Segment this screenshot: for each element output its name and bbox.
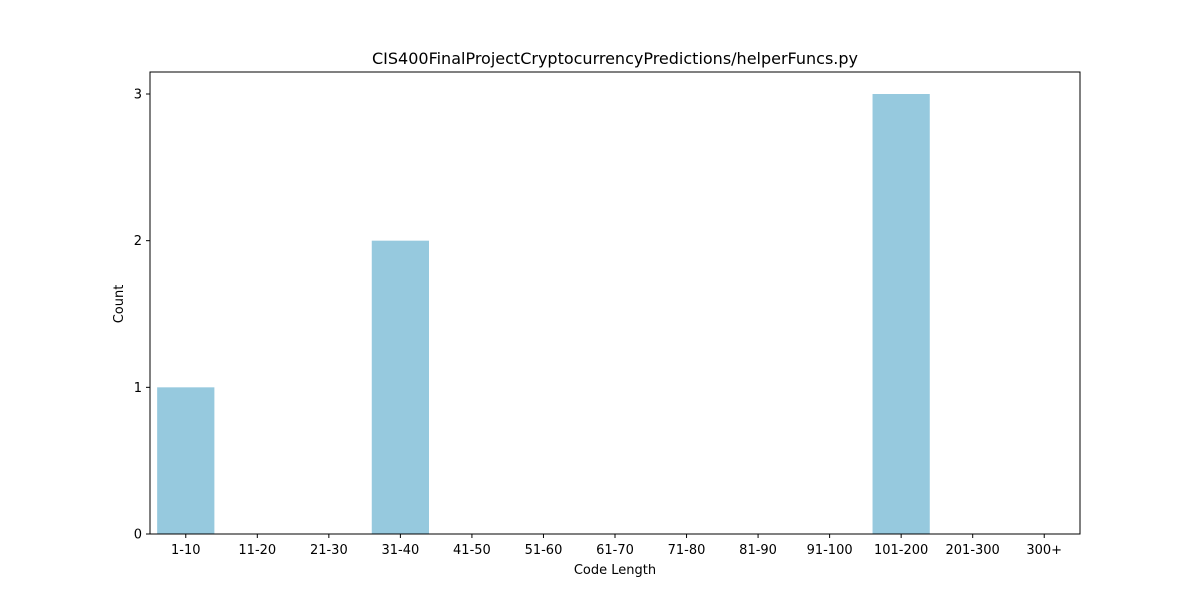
x-tick-label: 71-80 <box>668 543 706 558</box>
x-tick-label: 81-90 <box>739 543 777 558</box>
x-tick-label: 41-50 <box>453 543 491 558</box>
bars-group <box>157 94 930 534</box>
y-axis-ticks: 0 1 2 3 <box>134 88 150 543</box>
bar-1-10 <box>157 387 215 534</box>
bar-31-40 <box>371 240 429 534</box>
y-axis-label: Count <box>112 285 127 324</box>
x-axis-ticks: 1-10 11-20 21-30 31-40 41-50 51-60 61-70 71-80 8… <box>171 534 1062 558</box>
plot-frame <box>149 71 1081 535</box>
y-tick-label: 3 <box>134 88 142 103</box>
bar-101-200 <box>872 94 930 534</box>
x-tick-label: 300+ <box>1026 543 1062 558</box>
x-tick-label: 61-70 <box>596 543 634 558</box>
x-tick-label: 31-40 <box>381 543 419 558</box>
x-tick-label: 1-10 <box>171 543 201 558</box>
y-tick-label: 2 <box>134 234 142 249</box>
x-tick-label: 101-200 <box>874 543 928 558</box>
x-tick-label: 21-30 <box>310 543 348 558</box>
x-tick-label: 51-60 <box>525 543 563 558</box>
x-axis-label: Code Length <box>574 563 656 578</box>
x-tick-label: 11-20 <box>238 543 276 558</box>
x-tick-label: 201-300 <box>946 543 1000 558</box>
y-tick-label: 1 <box>134 381 142 396</box>
y-tick-label: 0 <box>134 528 142 543</box>
x-tick-label: 91-100 <box>807 543 853 558</box>
chart-title: CIS400FinalProjectCryptocurrencyPredicti… <box>372 49 858 68</box>
